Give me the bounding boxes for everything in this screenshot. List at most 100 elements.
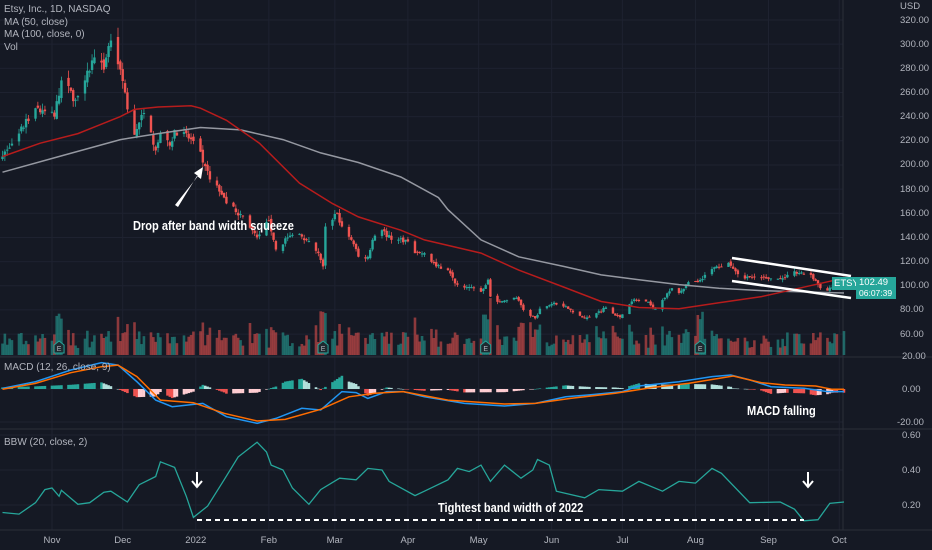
candle [647, 301, 650, 303]
macd-histogram-bar [71, 384, 75, 389]
candle [769, 278, 773, 282]
macd-histogram-bar [418, 389, 421, 391]
candle-body [432, 261, 436, 264]
legend-macd[interactable]: MACD (12, 26, close, 9) [4, 362, 111, 373]
macd-histogram-bar [86, 383, 89, 389]
candle-body [668, 291, 671, 294]
candle-body [545, 306, 549, 309]
macd-histogram-bar [38, 386, 42, 389]
volume-bar [69, 345, 73, 355]
candle [187, 130, 190, 142]
macd-histogram-bar [24, 386, 28, 389]
macd-histogram-bar [760, 389, 763, 391]
price-axis-tick: 260.00 [900, 86, 930, 98]
volume-bar [698, 319, 702, 355]
volume-bar [710, 330, 714, 355]
candle [463, 283, 466, 290]
candle-body [284, 238, 287, 244]
volume-bar [366, 343, 370, 355]
volume-bar [453, 332, 457, 355]
volume-bar [734, 341, 737, 355]
legend-ma50[interactable]: MA (50, close) [4, 16, 68, 28]
candle-body [715, 266, 718, 269]
candle-body [456, 283, 459, 285]
candle [661, 298, 664, 312]
candle-body [682, 288, 685, 292]
candle [809, 271, 813, 278]
candle [373, 234, 377, 242]
volume-bar [797, 334, 801, 355]
bbw-axis-tick: 0.20 [902, 499, 921, 511]
candle-body [234, 208, 238, 213]
volume-bar [331, 338, 334, 355]
candle [222, 192, 226, 199]
candle-body [413, 241, 417, 254]
volume-bar [189, 334, 193, 355]
candle [762, 274, 766, 280]
volume-bar [76, 347, 80, 355]
candle-body [138, 122, 141, 130]
volume-bar [550, 344, 553, 355]
volume-bar [269, 327, 273, 355]
candle-body [437, 265, 440, 267]
candle-body [418, 252, 421, 254]
macd-histogram-bar [166, 389, 169, 396]
candle-body [8, 147, 11, 149]
macd-histogram-bar [185, 389, 188, 394]
candle-body [27, 118, 30, 122]
candle-body [10, 143, 14, 146]
candle-body [123, 83, 127, 93]
legend-ma100[interactable]: MA (100, close, 0) [4, 29, 85, 40]
candle [36, 101, 40, 110]
volume-bar [764, 338, 768, 355]
macd-histogram-bar [288, 380, 292, 389]
volume-bar [133, 322, 136, 355]
volume-bar [762, 335, 766, 355]
candle [274, 239, 278, 252]
price-axis-tick: 100.00 [900, 280, 930, 292]
volume-bar [8, 338, 11, 355]
candle-body [121, 69, 124, 82]
macd-histogram-bar [189, 389, 193, 393]
volume-bar [536, 329, 539, 355]
candle-body [187, 133, 190, 139]
earnings-marker: E [317, 340, 329, 354]
candle [83, 75, 87, 101]
macd-histogram-bar [505, 389, 509, 392]
candle [286, 233, 289, 242]
candle-body [786, 274, 789, 278]
candle-body [637, 299, 641, 301]
volume-bar [22, 344, 26, 355]
candle-body [100, 60, 103, 63]
candle [555, 302, 558, 306]
legend-vol[interactable]: Vol [4, 41, 18, 53]
candle [764, 274, 768, 279]
macd-histogram-bar [800, 389, 803, 394]
macd-histogram-bar [218, 389, 221, 391]
volume-bar [83, 338, 87, 355]
candle [53, 110, 56, 120]
legend-bbw[interactable]: BBW (20, close, 2) [4, 437, 88, 448]
volume-bar [170, 336, 174, 355]
candle-body [680, 290, 683, 293]
macd-histogram-bar [291, 380, 294, 389]
candle-body [814, 279, 817, 281]
macd-histogram-bar [437, 389, 440, 391]
volume-bar [717, 338, 721, 355]
volume-bar [472, 340, 476, 355]
annotation-tightest: Tightest band width of 2022 [438, 500, 584, 515]
candle-body [505, 300, 509, 302]
candle-body [404, 239, 407, 242]
candle [416, 250, 419, 256]
candle [291, 232, 294, 238]
candle [17, 128, 21, 146]
candle-body [783, 277, 787, 279]
macd-histogram-bar [746, 388, 749, 390]
volume-bar [783, 346, 787, 355]
macd-histogram-bar [175, 389, 179, 397]
legend-symbol[interactable]: Etsy, Inc., 1D, NASDAQ [4, 4, 111, 15]
volume-bar [684, 329, 688, 355]
candle [585, 315, 589, 321]
volume-bar [107, 331, 110, 355]
